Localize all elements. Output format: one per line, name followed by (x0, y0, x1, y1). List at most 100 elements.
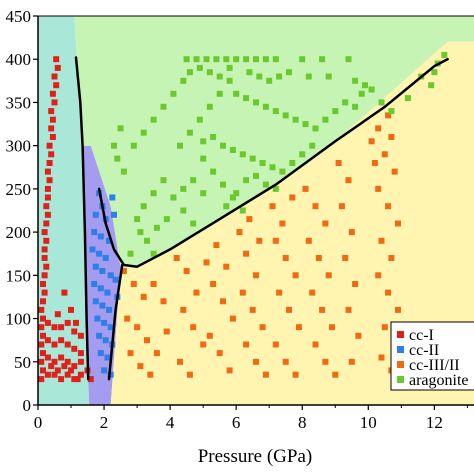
point-aragonite (229, 194, 236, 201)
point-aragonite (272, 185, 279, 192)
point-cc-i (64, 371, 71, 378)
point-aragonite (210, 168, 217, 175)
point-aragonite (368, 86, 375, 93)
point-cc-iii-ii (342, 255, 349, 261)
point-cc-i (48, 108, 55, 115)
point-aragonite (196, 64, 203, 71)
point-cc-ii (89, 246, 96, 253)
point-cc-i (51, 324, 58, 331)
point-cc-i (44, 185, 51, 192)
point-cc-iii-ii (256, 237, 263, 244)
point-aragonite (292, 116, 299, 123)
point-cc-iii-ii (325, 272, 332, 279)
legend-label-cc-i: cc-I (409, 327, 434, 344)
point-cc-iii-ii (292, 272, 299, 279)
point-cc-i (51, 358, 58, 365)
legend-label-cc-ii: cc-II (409, 342, 439, 359)
phase-boundaries (74, 56, 449, 381)
point-cc-iii-ii (312, 203, 319, 210)
point-cc-iii-ii (302, 185, 309, 192)
point-cc-i (44, 194, 51, 201)
point-aragonite (140, 203, 147, 210)
point-cc-ii (106, 306, 112, 313)
point-cc-iii-ii (253, 272, 259, 279)
point-cc-iii-ii (292, 371, 299, 378)
point-cc-i (44, 319, 51, 326)
point-cc-i (48, 151, 55, 158)
point-cc-iii-ii (378, 354, 385, 361)
point-aragonite (322, 116, 329, 123)
point-cc-ii (104, 354, 111, 361)
point-aragonite (312, 125, 319, 132)
point-aragonite (272, 108, 279, 115)
point-cc-ii (112, 276, 119, 283)
point-aragonite (186, 129, 193, 136)
point-aragonite (233, 56, 240, 63)
point-cc-iii-ii (322, 220, 329, 227)
point-cc-iii-ii (259, 324, 266, 331)
x-tick-label: 10 (360, 413, 377, 432)
point-cc-iii-ii (391, 168, 398, 175)
point-aragonite (140, 129, 147, 136)
point-cc-i (43, 203, 50, 210)
point-cc-iii-ii (243, 250, 250, 257)
point-aragonite (220, 142, 226, 149)
point-cc-i (77, 371, 84, 378)
point-cc-i (38, 306, 45, 313)
point-aragonite (127, 250, 134, 257)
point-cc-i (64, 341, 71, 348)
point-cc-i (40, 332, 46, 339)
point-cc-ii (109, 194, 116, 201)
point-aragonite (282, 112, 289, 119)
point-cc-iii-ii (272, 237, 279, 244)
point-cc-i (53, 56, 60, 63)
point-cc-iii-ii (345, 306, 352, 313)
point-cc-i (40, 315, 46, 322)
point-aragonite (180, 185, 187, 192)
point-cc-iii-ii (312, 341, 319, 348)
point-aragonite (266, 77, 273, 84)
point-aragonite (137, 229, 144, 236)
point-cc-i (40, 298, 46, 305)
point-aragonite (114, 155, 121, 162)
legend-swatch-cc-iii-ii (397, 361, 404, 368)
point-cc-iii-ii (286, 306, 292, 313)
point-aragonite (388, 108, 395, 115)
point-aragonite (186, 69, 193, 76)
point-cc-iii-ii (226, 367, 233, 374)
x-tick-label: 4 (166, 413, 175, 432)
point-cc-iii-ii (352, 281, 359, 287)
point-cc-ii (94, 315, 101, 322)
legend-swatch-aragonite (397, 376, 404, 383)
point-aragonite (200, 138, 207, 145)
point-cc-i (43, 263, 50, 270)
point-aragonite (190, 177, 197, 184)
point-cc-iii-ii (355, 332, 362, 339)
legend-label-aragonite: aragonite (409, 372, 469, 389)
point-cc-i (61, 363, 68, 370)
point-aragonite (226, 64, 233, 71)
point-aragonite (229, 147, 236, 153)
point-cc-ii (101, 367, 108, 374)
point-cc-ii (107, 272, 114, 279)
y-tick-label: 350 (6, 93, 32, 112)
point-aragonite (428, 82, 435, 89)
y-tick-label: 100 (6, 310, 32, 329)
point-aragonite (441, 51, 448, 58)
point-aragonite (404, 95, 411, 102)
point-cc-iii-ii (160, 298, 167, 305)
point-aragonite (233, 90, 240, 97)
point-cc-iii-ii (329, 324, 335, 331)
point-aragonite (309, 142, 316, 149)
point-cc-i (41, 246, 48, 253)
point-aragonite (111, 142, 117, 149)
point-cc-i (44, 211, 51, 218)
point-cc-iii-ii (395, 220, 401, 227)
point-aragonite (319, 56, 326, 63)
y-tick-label: 300 (6, 137, 32, 156)
point-cc-ii (92, 211, 99, 218)
point-aragonite (216, 90, 223, 97)
point-aragonite (243, 177, 250, 184)
point-cc-iii-ii (381, 324, 388, 331)
point-aragonite (190, 220, 197, 227)
